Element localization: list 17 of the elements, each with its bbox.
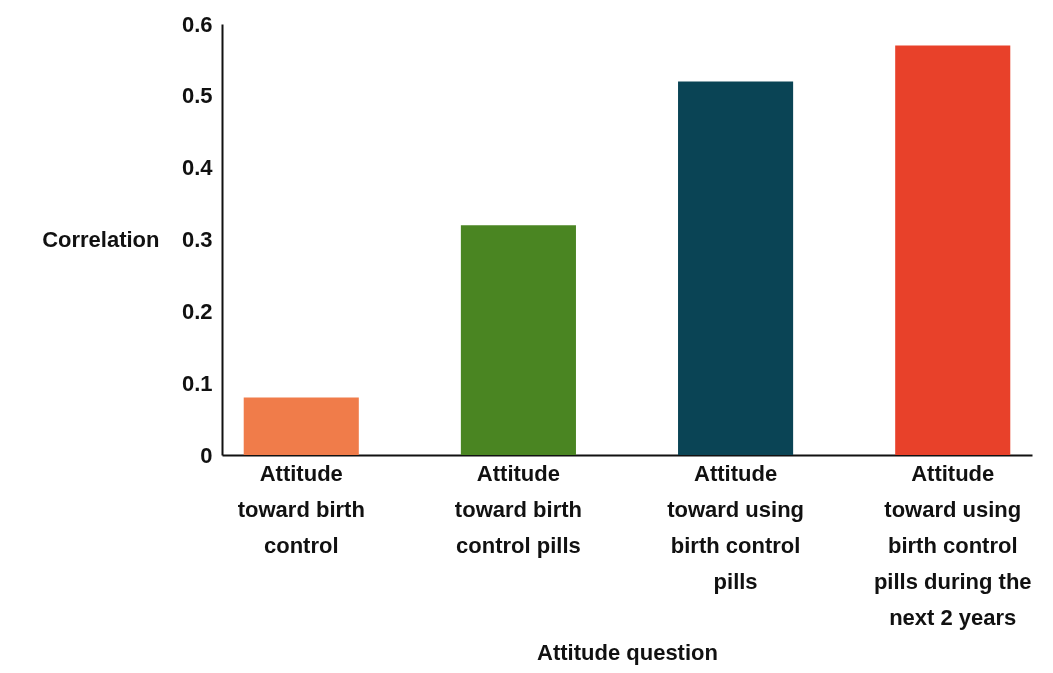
y-tick-label: 0.6 [181, 11, 213, 37]
y-axis-title: Correlation [42, 226, 160, 252]
x-tick-label: Attitude toward using birth control pills during the next 2 years [873, 460, 1032, 630]
y-tick-label: 0.4 [181, 155, 214, 181]
y-tick-label: 0 [200, 442, 213, 468]
x-tick-label: Attitude toward birth control pills [454, 460, 582, 558]
bar [243, 397, 359, 455]
y-tick-label: 0.1 [181, 370, 213, 396]
y-tick-label: 0.2 [181, 298, 213, 324]
x-tick-label: Attitude toward using birth control pills [667, 460, 805, 594]
x-tick-label: Attitude toward birth control [237, 460, 365, 558]
x-axis-title: Attitude question [537, 639, 718, 665]
y-tick-label: 0.5 [181, 83, 213, 109]
bar [895, 45, 1011, 455]
bar [678, 81, 794, 455]
y-tick-label: 0.3 [181, 227, 213, 252]
bar [460, 225, 576, 455]
